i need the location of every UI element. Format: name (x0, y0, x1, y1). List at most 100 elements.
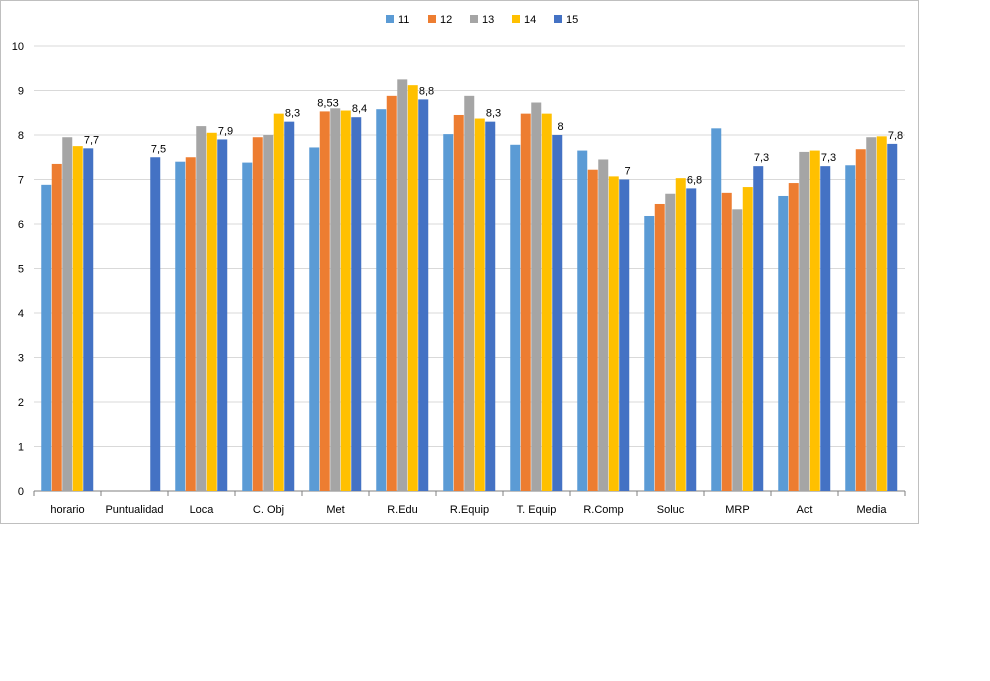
legend-label: 15 (566, 14, 578, 26)
bar-11 (41, 184, 52, 491)
legend-swatch-15 (554, 15, 562, 23)
bar-14 (809, 150, 820, 491)
bar-14 (340, 110, 351, 492)
data-label: 7 (624, 166, 630, 178)
data-label: 7,3 (754, 152, 769, 164)
data-label: 8,3 (486, 108, 501, 120)
x-tick-label: Soluc (657, 504, 685, 516)
bar-15 (485, 121, 496, 492)
legend-label: 13 (482, 14, 494, 26)
bar-11 (644, 215, 655, 492)
bar-14 (675, 178, 686, 492)
bar-15 (753, 166, 764, 491)
y-tick-label: 4 (18, 308, 24, 320)
bar-14 (541, 113, 552, 491)
bar-13 (263, 135, 274, 491)
bar-11 (443, 134, 454, 492)
x-tick-label: Media (857, 504, 888, 516)
y-tick-label: 0 (18, 486, 24, 498)
data-label: 8 (557, 121, 563, 133)
x-tick-label: Act (797, 504, 813, 516)
bar-13 (732, 209, 743, 491)
bar-13 (799, 151, 810, 491)
bar-12 (319, 111, 330, 491)
bar-14 (742, 187, 753, 491)
bar-15 (619, 179, 630, 491)
bar-12 (51, 163, 62, 492)
bar-15 (686, 188, 697, 491)
data-label: 8,4 (352, 103, 367, 115)
bar-11 (242, 162, 253, 491)
bar-14 (72, 146, 83, 491)
x-tick-label: MRP (725, 504, 749, 516)
y-tick-label: 7 (18, 175, 24, 187)
bar-11 (845, 165, 856, 491)
bar-14 (206, 132, 217, 491)
y-tick-label: 10 (12, 41, 24, 53)
bar-15 (351, 117, 362, 491)
y-tick-label: 3 (18, 353, 24, 365)
bar-11 (309, 147, 320, 491)
bar-15 (217, 139, 228, 491)
legend-swatch-13 (470, 15, 478, 23)
y-tick-label: 1 (18, 442, 24, 454)
bar-13 (665, 193, 676, 492)
bar-12 (185, 157, 196, 491)
y-tick-label: 8 (18, 130, 24, 142)
data-label: 7,5 (151, 143, 166, 155)
bar-13 (397, 79, 408, 491)
bar-13 (464, 95, 475, 491)
x-tick-label: R.Comp (583, 504, 623, 516)
x-tick-label: T. Equip (517, 504, 557, 516)
bar-13 (196, 126, 207, 491)
bar-12 (587, 169, 598, 491)
bar-13 (330, 108, 341, 492)
x-tick-label: Loca (190, 504, 215, 516)
bar-15 (887, 143, 898, 491)
bar-13 (866, 137, 877, 491)
bar-12 (386, 95, 397, 491)
x-tick-label: horario (50, 504, 84, 516)
data-label: 7,7 (84, 134, 99, 146)
x-tick-label: R.Equip (450, 504, 489, 516)
legend-swatch-14 (512, 15, 520, 23)
bar-15 (418, 99, 429, 492)
bar-15 (284, 121, 295, 492)
x-tick-label: Puntualidad (105, 504, 163, 516)
legend-label: 12 (440, 14, 452, 26)
bar-13 (598, 159, 609, 491)
bar-12 (252, 137, 263, 491)
data-label: 8,53 (317, 97, 338, 109)
legend-label: 11 (398, 14, 409, 26)
bar-11 (711, 128, 722, 491)
bar-15 (552, 135, 563, 491)
bar-12 (453, 114, 464, 491)
bar-15 (83, 148, 94, 491)
bar-11 (510, 144, 521, 492)
bar-15 (150, 157, 161, 491)
y-tick-label: 5 (18, 264, 24, 276)
bar-12 (855, 149, 866, 492)
data-label: 7,9 (218, 125, 233, 137)
data-label: 7,3 (821, 152, 836, 164)
data-label: 6,8 (687, 174, 702, 186)
y-tick-label: 6 (18, 219, 24, 231)
bar-14 (273, 113, 284, 491)
legend-swatch-12 (428, 15, 436, 23)
data-label: 8,8 (419, 85, 434, 97)
bar-13 (62, 137, 73, 491)
bar-14 (407, 85, 418, 491)
legend-label: 14 (524, 14, 536, 26)
bar-12 (788, 183, 799, 491)
x-tick-label: R.Edu (387, 504, 418, 516)
data-label: 7,8 (888, 130, 903, 142)
bar-13 (531, 102, 542, 491)
bar-12 (520, 113, 531, 491)
legend-swatch-11 (386, 15, 394, 23)
bar-11 (778, 195, 789, 491)
bar-14 (876, 136, 887, 491)
bar-11 (376, 109, 387, 491)
y-tick-label: 9 (18, 86, 24, 98)
bar-11 (175, 161, 186, 491)
x-tick-label: C. Obj (253, 504, 284, 516)
